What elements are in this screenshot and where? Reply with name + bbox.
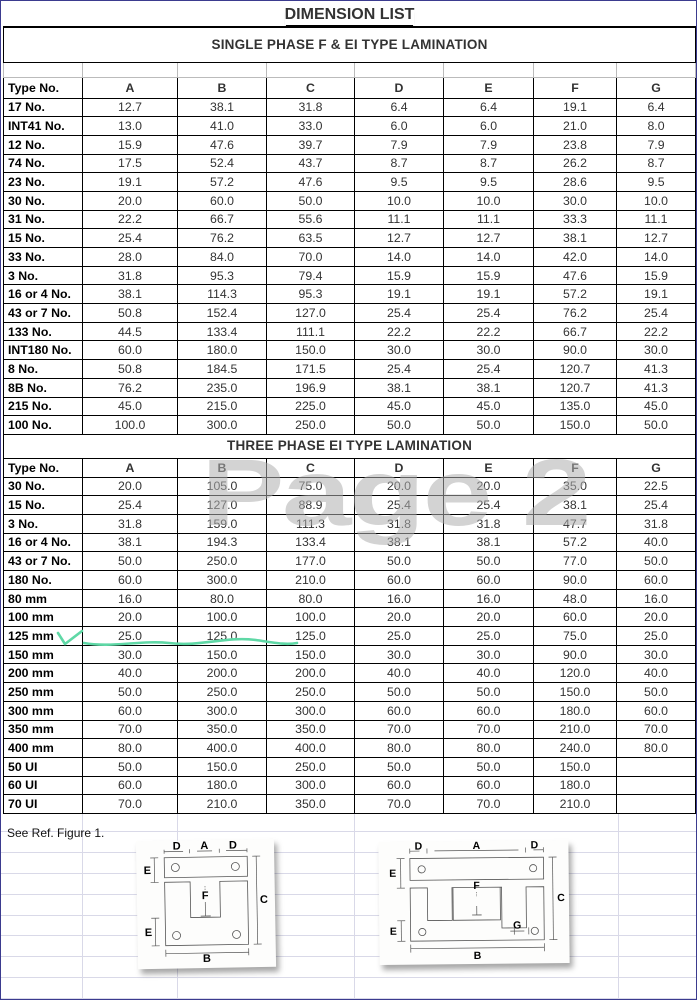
svg-text:E: E <box>390 926 397 938</box>
svg-text:B: B <box>474 950 482 962</box>
svg-text:F: F <box>202 890 209 902</box>
svg-text:C: C <box>557 892 565 904</box>
svg-text:G: G <box>513 920 521 932</box>
svg-text:B: B <box>203 953 211 965</box>
svg-text:D: D <box>229 839 237 851</box>
svg-text:E: E <box>389 868 396 880</box>
svg-text:C: C <box>260 894 268 906</box>
svg-text:D: D <box>531 840 539 851</box>
svg-text:A: A <box>200 840 208 852</box>
svg-text:D: D <box>173 840 181 852</box>
svg-text:E: E <box>145 927 153 939</box>
svg-text:D: D <box>415 841 423 853</box>
svg-text:A: A <box>473 840 481 852</box>
svg-text:F: F <box>473 880 480 892</box>
svg-text:E: E <box>144 865 152 877</box>
